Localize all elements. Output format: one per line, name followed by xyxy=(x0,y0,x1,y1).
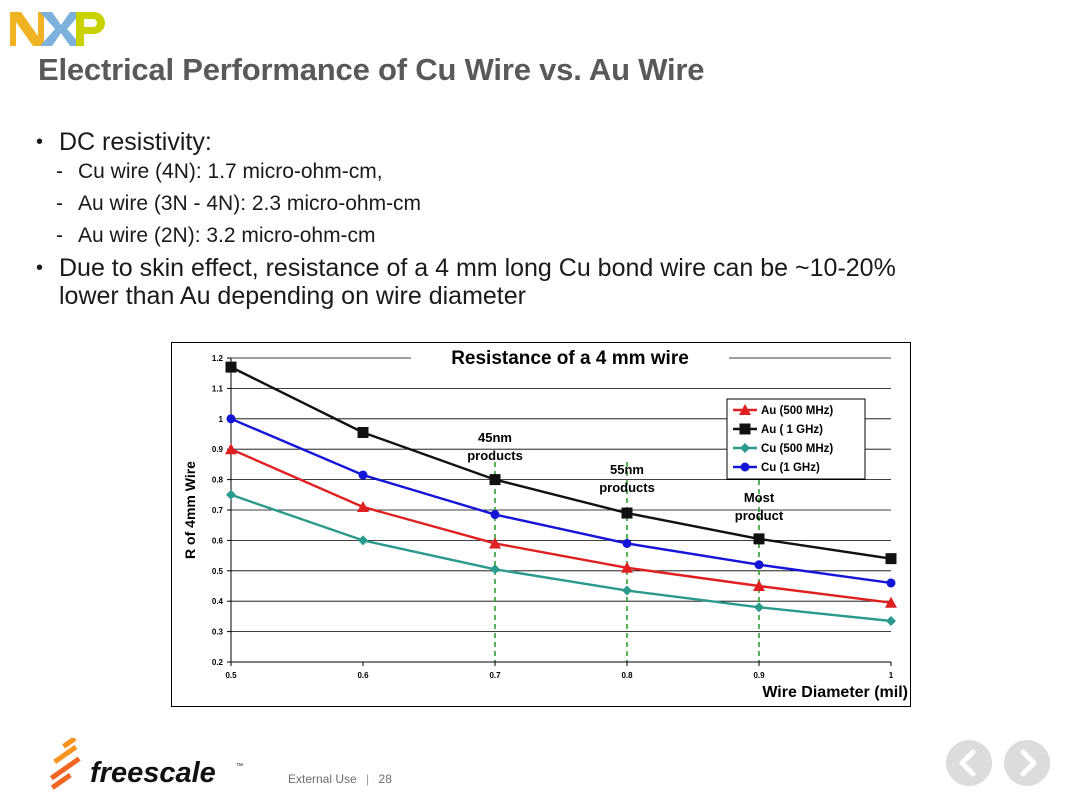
legend-marker xyxy=(739,423,751,435)
data-point xyxy=(358,470,368,480)
chart-title-background xyxy=(411,347,729,369)
data-point xyxy=(226,414,236,424)
legend-label: Au (500 MHz) xyxy=(761,405,833,417)
series-line-0 xyxy=(230,448,892,604)
freescale-logo: freescale ™ xyxy=(49,738,243,790)
slide-title: Electrical Performance of Cu Wire vs. Au… xyxy=(38,52,705,87)
bullet-list: • DC resistivity: - Cu wire (4N): 1.7 mi… xyxy=(34,128,934,310)
data-point xyxy=(754,602,764,613)
x-tick-label: 1 xyxy=(889,671,894,680)
annotation-label: 55nm xyxy=(610,462,644,477)
x-tick-label: 0.6 xyxy=(357,671,369,680)
sub-bullet-text: Au wire (3N - 4N): 2.3 micro-ohm-cm xyxy=(78,192,422,215)
data-point xyxy=(357,500,369,512)
x-tick-label: 0.7 xyxy=(489,671,501,680)
footer-separator: | xyxy=(366,772,370,786)
next-slide-button[interactable] xyxy=(1004,740,1050,786)
dash-marker: - xyxy=(56,160,63,183)
y-tick-label: 1.1 xyxy=(212,384,224,393)
data-point xyxy=(621,561,633,573)
annotation-label: products xyxy=(599,480,655,495)
data-point xyxy=(886,578,896,588)
data-point xyxy=(490,564,500,575)
sub-bullet-cu-4n: - Cu wire (4N): 1.7 micro-ohm-cm, xyxy=(34,156,934,188)
page-number: 28 xyxy=(378,772,392,786)
bullet-dot: • xyxy=(36,131,44,153)
bullet-dc-resistivity: • DC resistivity: xyxy=(34,128,934,156)
y-tick-label: 1 xyxy=(219,415,224,424)
data-point xyxy=(753,580,765,591)
annotation-label: products xyxy=(467,448,523,463)
sub-bullet-au-3n-4n: - Au wire (3N - 4N): 2.3 micro-ohm-cm xyxy=(34,188,934,220)
footer: External Use | 28 xyxy=(288,772,392,786)
data-point xyxy=(753,533,765,545)
y-tick-label: 1.2 xyxy=(212,354,224,363)
previous-slide-button[interactable] xyxy=(946,740,992,786)
dash-marker: - xyxy=(56,224,63,247)
sub-bullet-text: Cu wire (4N): 1.7 micro-ohm-cm, xyxy=(78,160,383,183)
data-point xyxy=(225,361,237,373)
data-point xyxy=(489,537,501,549)
data-point xyxy=(886,615,896,626)
legend-box xyxy=(726,398,866,480)
x-axis-label: Wire Diameter (mil) xyxy=(762,684,908,701)
y-axis-label: R of 4mm Wire xyxy=(182,461,198,559)
legend-label: Cu (1 GHz) xyxy=(761,462,820,474)
data-point xyxy=(621,507,633,519)
series-line-1 xyxy=(230,366,892,560)
data-point xyxy=(622,585,632,596)
y-tick-label: 0.7 xyxy=(212,506,224,515)
annotation-label: 45nm xyxy=(478,430,512,445)
bullet-text: Due to skin effect, resistance of a 4 mm… xyxy=(59,254,896,310)
bullet-skin-effect: • Due to skin effect, resistance of a 4 … xyxy=(34,254,934,310)
bullet-dot: • xyxy=(36,257,44,279)
y-tick-label: 0.3 xyxy=(212,628,224,637)
data-point xyxy=(885,596,897,608)
resistance-chart: 0.2 0.3 0.4 0.5 0.6 0.7 0.8 0.9 1 1.1 1.2 0.5 0.6 0.7… xyxy=(171,342,911,707)
dash-marker: - xyxy=(56,192,63,215)
y-tick-label: 0.9 xyxy=(212,445,224,454)
x-tick-label: 0.8 xyxy=(621,671,633,680)
brand-wordmark: freescale xyxy=(90,757,216,789)
chevron-right-icon xyxy=(1020,749,1037,777)
y-tick-label: 0.2 xyxy=(212,658,224,667)
x-tick-label: 0.9 xyxy=(753,671,765,680)
y-tick-label: 0.4 xyxy=(212,597,224,606)
annotation-label: Most xyxy=(744,490,775,505)
legend-marker xyxy=(740,443,750,453)
y-tick-label: 0.5 xyxy=(212,567,224,576)
nxp-logo xyxy=(10,12,105,46)
data-point xyxy=(357,426,369,438)
legend-label: Au ( 1 GHz) xyxy=(761,424,823,436)
y-tick-label: 0.8 xyxy=(212,476,224,485)
data-point xyxy=(622,538,632,548)
chevron-left-icon xyxy=(959,749,976,777)
data-point xyxy=(885,553,897,565)
chart-title: Resistance of a 4 mm wire xyxy=(451,348,689,369)
trademark-sign: ™ xyxy=(236,763,243,770)
y-tick-label: 0.6 xyxy=(212,536,224,545)
x-tick-label: 0.5 xyxy=(225,671,237,680)
freescale-mark-icon xyxy=(49,738,81,790)
series-line-3 xyxy=(230,417,892,585)
annotation-label: product xyxy=(735,508,784,523)
legend-marker xyxy=(740,462,750,472)
legend-marker xyxy=(739,404,751,415)
data-point xyxy=(226,489,236,500)
data-point xyxy=(489,474,501,486)
series-line-2 xyxy=(230,493,892,623)
data-point xyxy=(754,560,764,570)
data-point xyxy=(225,443,237,455)
legend-label: Cu (500 MHz) xyxy=(761,443,833,455)
sub-bullet-au-2n: - Au wire (2N): 3.2 micro-ohm-cm xyxy=(34,220,934,252)
sub-bullet-text: Au wire (2N): 3.2 micro-ohm-cm xyxy=(78,224,376,247)
data-point xyxy=(358,535,368,546)
data-point xyxy=(490,510,500,520)
classification-label: External Use xyxy=(288,772,357,786)
bullet-text: DC resistivity: xyxy=(59,128,212,156)
